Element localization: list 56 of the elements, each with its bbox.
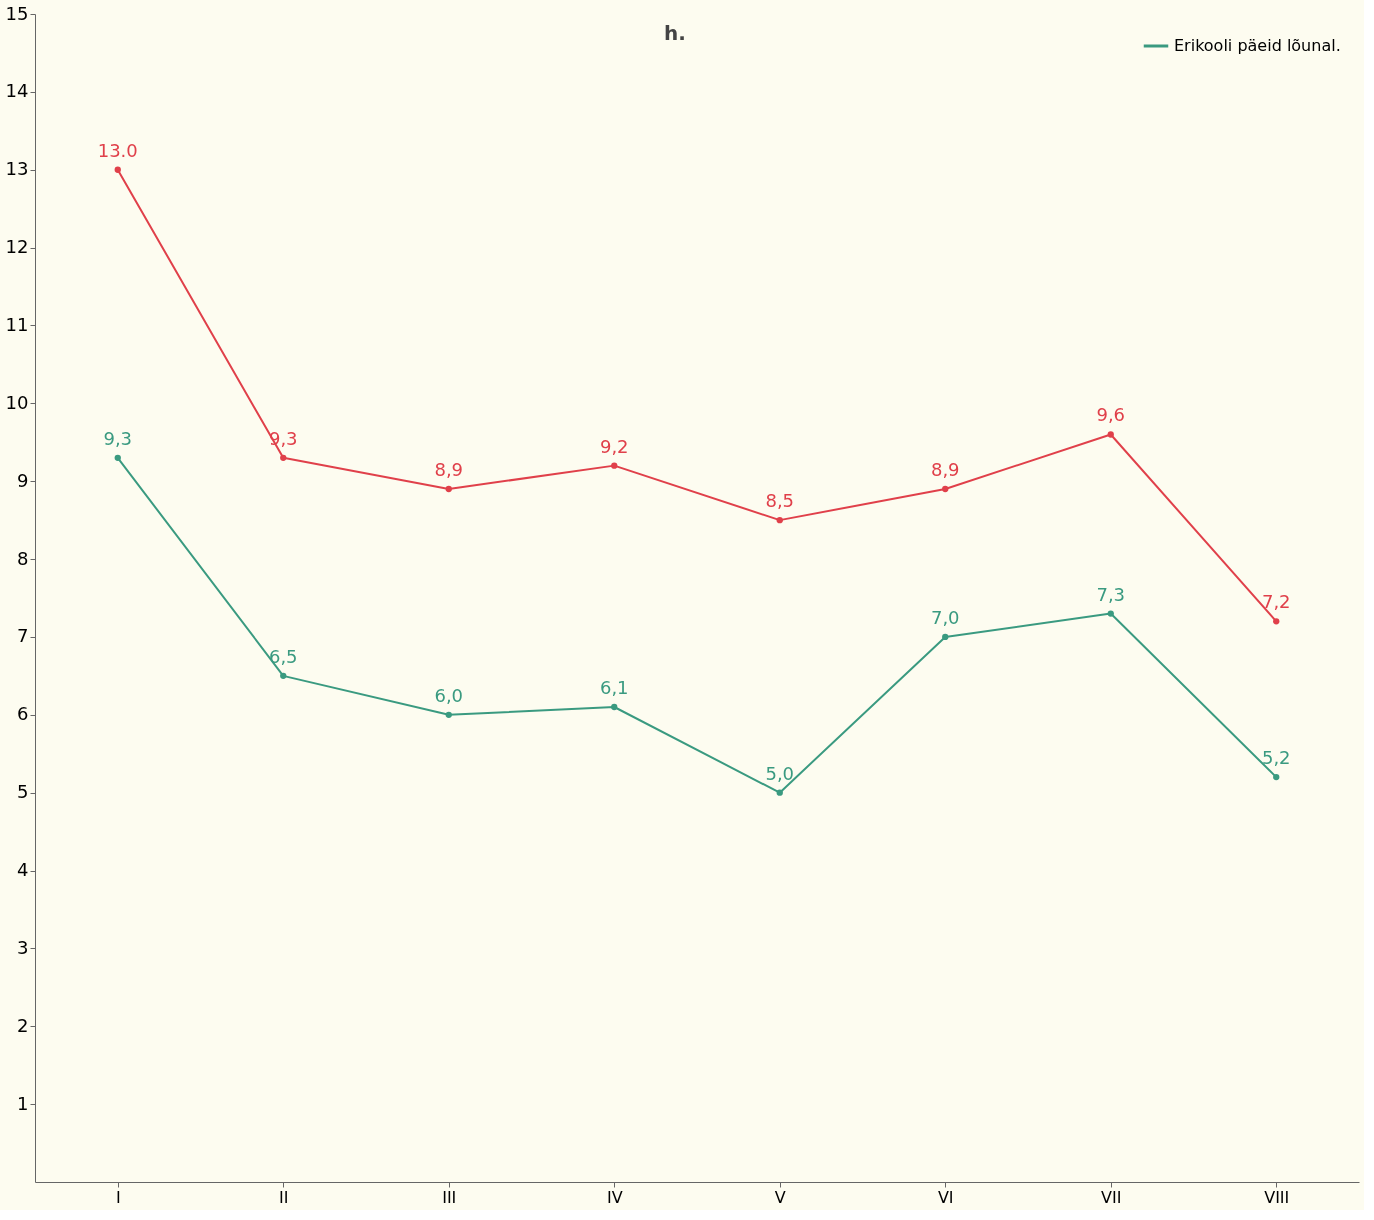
data-label: 8,5 <box>765 490 795 512</box>
point <box>611 703 618 711</box>
x-tick-label: VI <box>937 1187 954 1207</box>
y-tick-label: 1 <box>17 1092 29 1114</box>
point <box>942 633 949 641</box>
y-tick-label: 2 <box>17 1014 29 1036</box>
data-label: 7,0 <box>930 606 960 628</box>
y-tick-label: 3 <box>17 936 29 958</box>
point <box>611 462 618 469</box>
data-label: 9,6 <box>1096 404 1126 426</box>
point <box>1273 618 1280 625</box>
point <box>114 454 121 461</box>
y-tick-label: 13 <box>5 158 29 180</box>
x-tick-label: I <box>115 1187 121 1207</box>
data-label: 13.0 <box>97 139 138 161</box>
point <box>280 672 287 680</box>
data-label: 9,3 <box>103 427 133 449</box>
data-label: 7,2 <box>1261 591 1291 613</box>
point <box>445 711 452 718</box>
x-tick-label: II <box>279 1187 289 1207</box>
y-tick-label: 9 <box>17 469 29 491</box>
data-label: 6,0 <box>434 684 464 706</box>
data-label: 6,1 <box>599 677 629 699</box>
y-tick-label: 8 <box>17 547 29 569</box>
point <box>1107 610 1114 617</box>
y-tick-label: 14 <box>5 80 29 102</box>
x-tick-label: IV <box>606 1187 623 1207</box>
point <box>445 485 452 493</box>
x-tick-label: III <box>442 1187 457 1207</box>
y-tick-label: 6 <box>17 703 29 725</box>
data-label: 7,3 <box>1096 583 1126 605</box>
point <box>776 516 783 524</box>
y-tick-label: 15 <box>5 2 29 24</box>
y-tick-label: 12 <box>5 236 29 258</box>
point <box>114 166 121 173</box>
legend-label: Erikooli päeid lõunal. <box>1174 36 1341 55</box>
point <box>1273 773 1280 781</box>
data-label: 6,5 <box>268 645 298 667</box>
annotation: h. <box>664 21 686 45</box>
data-label: 5,2 <box>1261 747 1291 769</box>
data-label: 8,9 <box>930 458 960 480</box>
point <box>1107 431 1114 438</box>
y-tick-label: 5 <box>17 781 29 803</box>
x-tick-label: VIII <box>1264 1187 1290 1207</box>
y-tick-label: 7 <box>17 625 29 647</box>
point <box>776 789 783 796</box>
data-label: 8,9 <box>434 458 464 480</box>
y-tick-label: 4 <box>17 859 29 881</box>
y-tick-label: 11 <box>5 313 29 335</box>
point <box>942 485 949 493</box>
x-tick-label: VII <box>1101 1187 1122 1207</box>
data-label: 5,0 <box>765 762 795 784</box>
y-tick-label: 10 <box>5 391 29 413</box>
data-label: 9,2 <box>599 435 629 457</box>
point <box>280 454 287 461</box>
x-tick-label: V <box>774 1187 786 1207</box>
